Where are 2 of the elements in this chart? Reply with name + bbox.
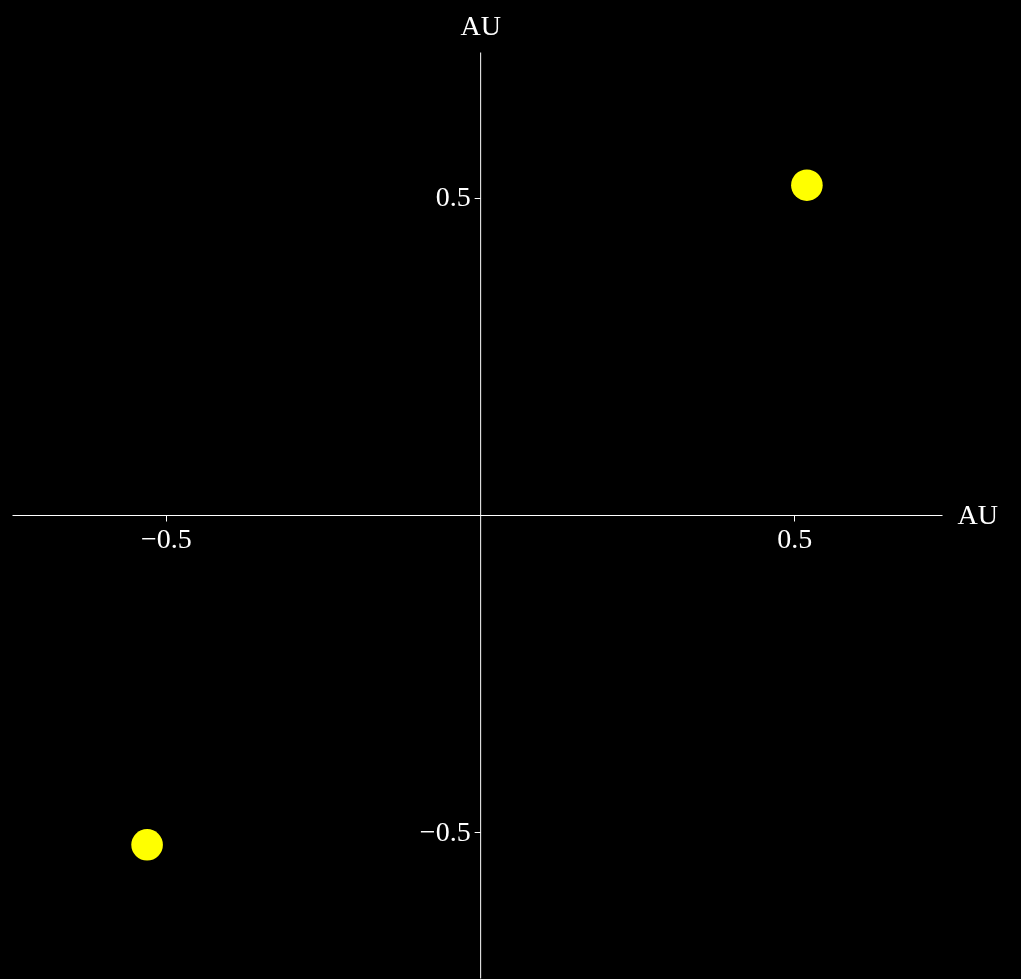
x-axis-title: AU	[957, 498, 998, 530]
y-axis-title: AU	[460, 9, 501, 41]
